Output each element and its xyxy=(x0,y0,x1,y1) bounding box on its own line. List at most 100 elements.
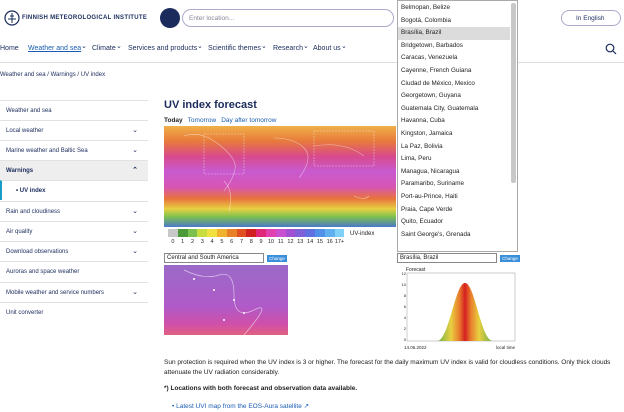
legend-label: 8 xyxy=(249,239,253,245)
legend-swatch xyxy=(177,229,188,237)
sidebar-item[interactable]: Weather and sea xyxy=(0,100,148,120)
y-tick-label: 0 xyxy=(403,337,406,342)
logo-text[interactable]: FINNISH METEOROLOGICAL INSTITUTE xyxy=(22,15,148,21)
legend-label: 9 xyxy=(259,239,263,245)
expand-chevron[interactable]: ⌄ xyxy=(132,289,138,296)
legend-swatch xyxy=(168,229,178,237)
dropdown-option[interactable]: La Paz, Bolivia xyxy=(401,142,443,150)
dropdown-option[interactable]: Georgetown, Guyana xyxy=(401,92,461,100)
legend-label: 4 xyxy=(210,239,214,245)
dropdown-option[interactable]: Quito, Ecuador xyxy=(401,218,444,226)
legend-label: 2 xyxy=(190,239,195,245)
forecast-date: 14.06.2022 xyxy=(404,345,427,350)
expand-chevron[interactable]: ⌃ xyxy=(132,167,138,174)
y-tick-label: 2 xyxy=(403,326,406,331)
legend-label: 0 xyxy=(171,239,175,245)
expand-chevron[interactable]: ⌄ xyxy=(132,228,138,235)
nav-item[interactable]: Research xyxy=(273,45,303,52)
dropdown-option[interactable]: Praia, Cape Verde xyxy=(401,205,453,213)
legend-swatch xyxy=(305,229,315,237)
nav-item[interactable]: Weather and sea xyxy=(28,45,82,52)
expand-chevron[interactable]: ⌄ xyxy=(132,147,138,154)
region-change-button[interactable]: Change xyxy=(267,255,287,262)
legend-label: 15 xyxy=(316,239,323,245)
forecast-x-label: local time xyxy=(496,345,516,350)
dropdown-option[interactable]: Havanna, Cuba xyxy=(401,117,445,125)
day-tab[interactable]: Day after tomorrow xyxy=(221,117,277,124)
dropdown-option[interactable]: Saint George's, Grenada xyxy=(401,230,471,238)
day-tab[interactable]: Today xyxy=(164,117,183,124)
location-change-button[interactable]: Change xyxy=(500,255,520,262)
sidebar-item[interactable]: Unit converter xyxy=(0,302,148,322)
legend-swatch xyxy=(217,229,227,237)
dropdown-option[interactable]: Kingston, Jamaica xyxy=(401,130,453,137)
dropdown-option[interactable]: Paramaribo, Suriname xyxy=(401,180,464,188)
sidebar-item[interactable]: Download observations ⌄ xyxy=(0,241,148,261)
nav-item[interactable]: Climate xyxy=(92,45,116,52)
breadcrumb-item[interactable]: Warnings xyxy=(50,72,76,78)
legend-swatch xyxy=(246,229,257,237)
dropdown-option[interactable]: Cayenne, French Guiana xyxy=(401,67,472,74)
dropdown-option[interactable]: Brasília, Brazil xyxy=(398,27,510,40)
nav-item[interactable]: Scientific themes xyxy=(208,45,261,52)
legend-swatch xyxy=(295,229,306,237)
y-tick-label: 4 xyxy=(403,315,406,320)
sidebar-item[interactable]: Air quality ⌄ xyxy=(0,221,148,241)
sidebar-item[interactable]: • UV index xyxy=(0,180,148,200)
link-text[interactable]: Latest UVI map from the EOS-Aura satelli… xyxy=(176,403,302,410)
satellite-link[interactable]: • Latest UVI map from the EOS-Aura satel… xyxy=(172,403,310,410)
breadcrumb-item[interactable]: Weather and sea xyxy=(0,72,46,78)
dropdown-option[interactable]: Ciudad de México, Mexico xyxy=(401,79,475,87)
legend-label: 16 xyxy=(326,239,333,245)
nav-chevron: ⌄ xyxy=(81,43,87,50)
dropdown-option[interactable]: Belmopan, Belize xyxy=(401,4,451,11)
forecast-title: Forecast xyxy=(406,267,426,273)
region-select[interactable]: Central and South America xyxy=(164,253,264,263)
nav-item[interactable]: Services and products xyxy=(128,45,198,52)
forecast-chart xyxy=(406,272,516,342)
legend-swatch xyxy=(207,229,217,237)
legend-swatch xyxy=(226,229,237,237)
search-input[interactable]: Enter location... xyxy=(182,9,394,27)
nav-chevron: ⌄ xyxy=(197,43,203,50)
nav-chevron: ⌄ xyxy=(261,43,267,50)
location-dropdown[interactable]: Belmopan, Belize Bogotá, Colombia Brasília… xyxy=(397,0,518,252)
dropdown-option[interactable]: Lima, Peru xyxy=(401,155,432,163)
dropdown-option[interactable]: Bridgetown, Barbados xyxy=(401,41,463,49)
sidebar-item[interactable]: Mobile weather and service numbers ⌄ xyxy=(0,282,148,302)
expand-chevron[interactable]: ⌄ xyxy=(132,127,138,134)
breadcrumb-item[interactable]: UV index xyxy=(80,72,106,78)
sidebar-item[interactable]: Auroras and space weather xyxy=(0,261,148,281)
dropdown-option[interactable]: Managua, Nicaragua xyxy=(401,167,460,175)
expand-chevron[interactable]: ⌄ xyxy=(132,248,138,255)
dropdown-option[interactable]: Caracas, Venezuela xyxy=(401,54,458,62)
y-tick-label: 10 xyxy=(401,282,406,287)
world-uv-map xyxy=(164,126,396,227)
dropdown-option[interactable]: Bogotá, Colombia xyxy=(401,16,452,24)
logo-icon xyxy=(4,10,20,26)
nav-chevron: ⌄ xyxy=(116,43,122,50)
info-paragraph: Sun protection is required when the UV i… xyxy=(164,359,611,376)
day-tab[interactable]: Tomorrow xyxy=(187,117,217,124)
dropdown-option[interactable]: Port-au-Prince, Haiti xyxy=(401,193,458,200)
scrollbar xyxy=(511,3,516,183)
nav-item[interactable]: Home xyxy=(0,45,19,52)
nav-chevron: ⌄ xyxy=(303,43,309,50)
breadcrumb: Weather and sea / Warnings / UV index xyxy=(0,72,105,78)
sidebar-item[interactable]: Marine weather and Baltic Sea ⌄ xyxy=(0,140,148,160)
location-button[interactable] xyxy=(160,8,180,28)
legend-swatch xyxy=(315,229,325,237)
dropdown-option[interactable]: Guatemala City, Guatemala xyxy=(401,104,479,112)
sidebar-item[interactable]: Warnings ⌃ xyxy=(0,160,148,180)
search-icon[interactable] xyxy=(605,43,617,55)
nav-item[interactable]: About us xyxy=(313,45,341,52)
sidebar-item[interactable]: Local weather ⌄ xyxy=(0,120,148,140)
location-select[interactable]: Brasília, Brazil xyxy=(397,253,497,263)
language-button[interactable]: In English xyxy=(561,10,621,26)
sidebar-item[interactable]: Rain and cloudiness ⌄ xyxy=(0,201,148,221)
expand-chevron[interactable]: ⌄ xyxy=(132,208,138,215)
legend-label: 12 xyxy=(287,239,294,245)
day-tabs: Today Tomorrow Day after tomorrow xyxy=(164,117,282,124)
legend-swatch xyxy=(256,229,266,237)
legend-swatch xyxy=(197,229,208,237)
